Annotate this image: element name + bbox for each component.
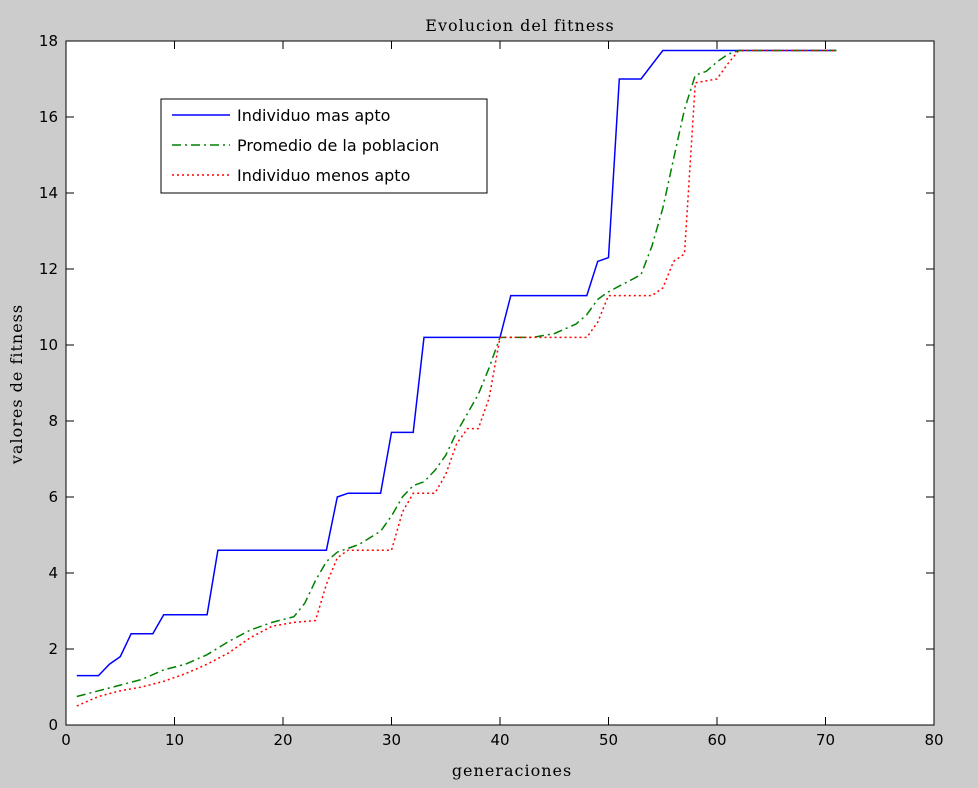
legend-label-3: Individuo menos apto — [237, 166, 410, 185]
x-tick-label: 60 — [707, 731, 726, 749]
y-tick-label: 12 — [39, 260, 58, 278]
y-tick-label: 10 — [39, 336, 58, 354]
series-line-1 — [76, 49, 837, 677]
y-tick-label: 4 — [48, 564, 58, 582]
x-tick-label: 0 — [61, 731, 71, 749]
x-tick-label: 10 — [165, 731, 184, 749]
x-tick-label: 50 — [599, 731, 618, 749]
y-tick-label: 18 — [39, 32, 58, 50]
series-line-2 — [76, 49, 837, 698]
x-tick-label: 80 — [924, 731, 943, 749]
y-tick-label: 0 — [48, 716, 58, 734]
x-axis-label: generaciones — [452, 761, 572, 780]
y-tick-label: 6 — [48, 488, 58, 506]
x-tick-label: 70 — [816, 731, 835, 749]
legend-entries: Individuo mas apto Promedio de la poblaci… — [172, 106, 439, 185]
legend: Individuo mas apto Promedio de la poblaci… — [160, 98, 488, 194]
legend-label-2: Promedio de la poblacion — [237, 136, 439, 155]
x-tick-label: 40 — [490, 731, 509, 749]
x-tick-label: 20 — [273, 731, 292, 749]
ticks-layer: 0 10 20 30 40 50 60 70 80 0 2 4 6 8 10 12 14 16 18 — [39, 32, 944, 749]
series-layer — [76, 49, 837, 707]
series-line-3 — [76, 49, 837, 707]
y-tick-label: 8 — [48, 412, 58, 430]
y-tick-label: 16 — [39, 108, 58, 126]
x-tick-label: 30 — [382, 731, 401, 749]
y-tick-label: 2 — [48, 640, 58, 658]
y-axis-label: valores de fitness — [7, 304, 26, 465]
y-tick-label: 14 — [39, 184, 58, 202]
chart-title: Evolucion del fitness — [425, 16, 614, 35]
legend-label-1: Individuo mas apto — [237, 106, 390, 125]
